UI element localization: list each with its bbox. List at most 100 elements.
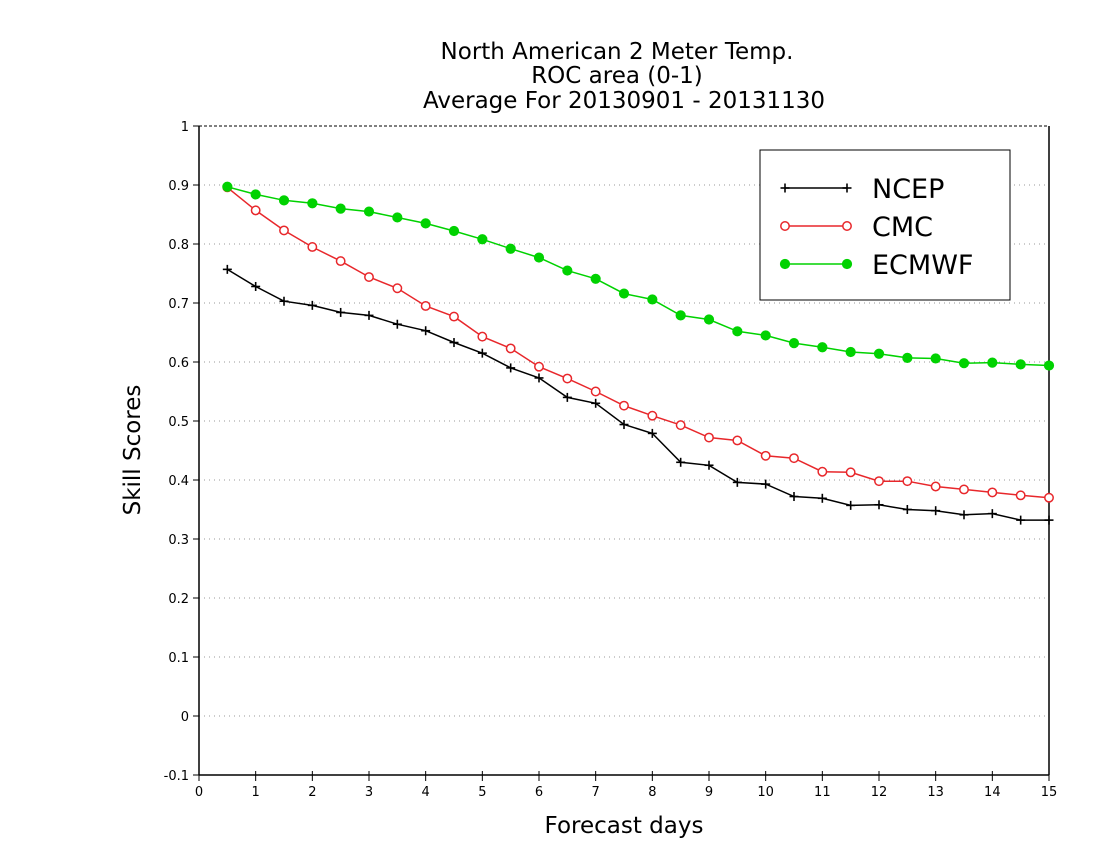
- data-point-ecmwf: [1043, 360, 1055, 371]
- series-line-ncep: [226, 268, 1049, 521]
- x-tick-label: 6: [535, 785, 543, 800]
- data-point-cmc: [789, 453, 799, 464]
- data-point-ecmwf: [647, 294, 658, 305]
- data-point-ecmwf: [987, 357, 998, 368]
- data-point-ecmwf: [760, 330, 771, 341]
- y-tick-label: 0.4: [168, 474, 189, 489]
- data-point-ecmwf: [307, 198, 318, 209]
- data-point-ecmwf: [958, 358, 970, 369]
- x-axis-label: Forecast days: [545, 813, 704, 839]
- data-point-cmc: [675, 420, 686, 431]
- data-point-cmc: [987, 487, 998, 498]
- data-point-ecmwf: [873, 348, 885, 359]
- data-point-ncep: [874, 500, 884, 510]
- legend-item-cmc: CMC: [780, 212, 933, 243]
- data-point-ecmwf: [533, 252, 545, 263]
- data-point-ecmwf: [845, 346, 856, 358]
- data-point-ecmwf: [448, 225, 460, 237]
- y-tick-label: 1: [181, 120, 189, 135]
- y-tick-label: 0.6: [168, 356, 189, 371]
- chart-title-line-3: Average For 20130901 - 20131130: [423, 88, 825, 114]
- tick-labels: -0.100.10.20.30.40.50.60.70.80.910 1 2 3 4 5 6…: [164, 120, 1058, 800]
- data-point-ncep: [902, 505, 912, 514]
- data-point-ecmwf: [703, 314, 715, 325]
- data-point-ncep: [676, 457, 686, 467]
- y-tick-label: 0: [181, 710, 189, 725]
- data-point-ecmwf: [420, 218, 431, 229]
- chart-title: North American 2 Meter Temp. ROC area (0…: [423, 39, 825, 114]
- data-point-ecmwf: [1015, 359, 1026, 370]
- data-point-cmc: [845, 467, 856, 478]
- data-point-cmc: [732, 435, 743, 446]
- data-point-cmc: [874, 476, 884, 487]
- data-point-ncep: [846, 500, 856, 510]
- legend-label-cmc: CMC: [872, 212, 933, 243]
- data-point-cmc: [420, 301, 431, 311]
- data-point-cmc: [930, 481, 941, 492]
- data-point-cmc: [817, 466, 828, 477]
- x-tick-label: 5: [478, 785, 486, 800]
- y-tick-label: 0.8: [168, 238, 189, 253]
- data-point-ncep: [817, 493, 827, 503]
- data-point-ncep: [761, 479, 771, 489]
- data-point-cmc: [505, 343, 516, 354]
- data-point-ecmwf: [222, 181, 233, 192]
- series-group: [222, 181, 1055, 525]
- data-point-ncep: [732, 477, 742, 487]
- data-point-cmc: [590, 386, 601, 397]
- x-tick-label: 14: [984, 785, 1001, 800]
- y-tick-label: 0.2: [168, 592, 189, 607]
- data-point-ecmwf: [675, 310, 686, 321]
- data-point-cmc: [562, 373, 573, 384]
- data-point-ecmwf: [477, 234, 488, 245]
- data-point-ncep: [307, 300, 317, 310]
- data-point-ecmwf: [902, 352, 913, 363]
- y-tick-label: 0.7: [168, 297, 189, 312]
- series-ncep: [222, 264, 1054, 525]
- x-tick-label: 4: [422, 785, 430, 800]
- data-point-cmc: [902, 476, 913, 487]
- data-point-ncep: [449, 338, 459, 348]
- legend-label-ecmwf: ECMWF: [872, 250, 973, 281]
- x-tick-label: 0: [195, 785, 203, 800]
- data-point-ncep: [647, 428, 657, 438]
- data-point-cmc: [1015, 490, 1026, 501]
- y-tick-label: 0.9: [168, 179, 189, 194]
- data-point-cmc: [364, 272, 374, 282]
- legend: NCEP CMC ECMWF: [759, 149, 1011, 301]
- data-point-ecmwf: [590, 273, 601, 284]
- data-point-ecmwf: [562, 265, 573, 276]
- chart-title-line-1: North American 2 Meter Temp.: [441, 39, 794, 65]
- legend-label-ncep: NCEP: [872, 174, 944, 205]
- data-point-ncep: [477, 348, 487, 358]
- data-point-cmc: [760, 450, 771, 461]
- data-point-ncep: [1044, 515, 1054, 525]
- legend-marker-ncep: [842, 183, 852, 193]
- data-point-cmc: [279, 225, 289, 236]
- data-point-ecmwf: [335, 203, 346, 214]
- data-point-cmc: [250, 205, 261, 216]
- data-point-ecmwf: [732, 326, 743, 337]
- data-point-ecmwf: [788, 338, 800, 349]
- x-tick-label: 9: [705, 785, 713, 800]
- legend-marker-ecmwf: [779, 258, 791, 270]
- data-point-ncep: [959, 510, 969, 520]
- legend-box: [759, 149, 1011, 301]
- axes: [193, 125, 1050, 781]
- x-tick-label: 8: [648, 785, 656, 800]
- legend-marker-cmc: [842, 221, 852, 231]
- data-point-ecmwf: [278, 195, 290, 206]
- data-point-ncep: [222, 264, 232, 274]
- x-tick-label: 12: [871, 785, 888, 800]
- x-tick-label: 10: [757, 785, 774, 800]
- data-point-ncep: [336, 307, 346, 317]
- x-tick-label: 3: [365, 785, 373, 800]
- data-point-ncep: [619, 420, 629, 430]
- data-point-ncep: [562, 392, 572, 402]
- x-tick-label: 1: [252, 785, 260, 800]
- data-point-ncep: [251, 281, 261, 291]
- data-point-cmc: [335, 256, 346, 267]
- y-axis-label: Skill Scores: [120, 385, 146, 516]
- data-point-cmc: [1044, 492, 1054, 503]
- data-point-cmc: [959, 484, 969, 495]
